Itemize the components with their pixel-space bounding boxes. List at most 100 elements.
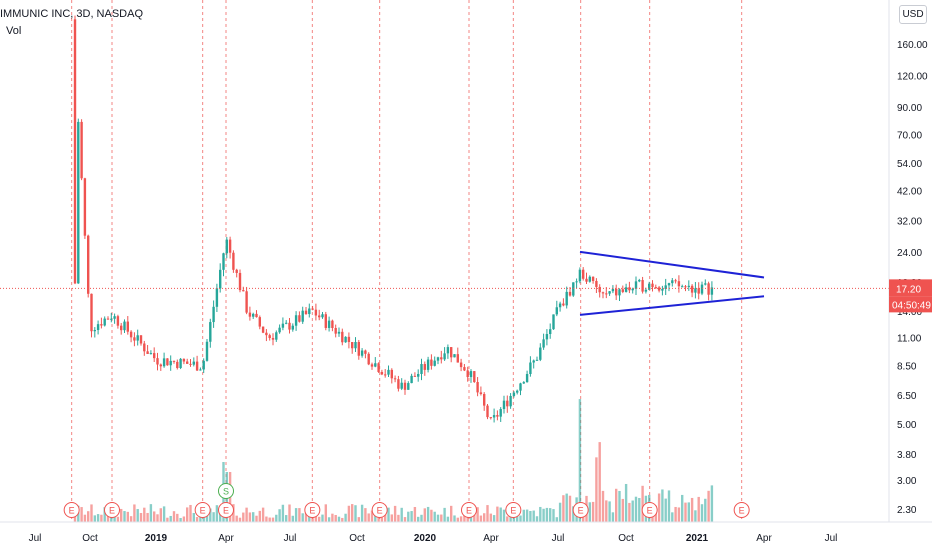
candle-body	[288, 322, 291, 330]
volume-bar	[486, 505, 489, 522]
volume-bar	[410, 511, 413, 522]
event-markers[interactable]: E E E ESE E E E E E E	[63, 483, 750, 518]
candle-body	[238, 272, 242, 291]
candle-body	[450, 347, 453, 358]
event-marker-label: E	[578, 506, 584, 516]
candle-body	[433, 360, 436, 366]
volume-bar	[407, 511, 410, 522]
time-tick-label: 2019	[145, 533, 168, 544]
candle-body	[535, 359, 539, 361]
candle-body	[644, 289, 648, 292]
candle-body	[176, 361, 179, 368]
volume-bar	[479, 515, 483, 522]
candle-body	[275, 332, 278, 340]
symbol-title[interactable]: IMMUNIC INC, 3D, NASDAQ	[0, 8, 144, 20]
volume-bar	[519, 515, 522, 522]
candle-body	[529, 362, 532, 375]
volume-bar	[667, 490, 671, 522]
volume-bar	[615, 488, 618, 522]
volume-bar	[354, 505, 357, 522]
volume-bar	[258, 510, 261, 522]
volume-bar	[344, 513, 347, 522]
candle-body	[327, 320, 331, 328]
volume-bar	[572, 506, 575, 522]
candle-body	[222, 253, 225, 270]
volume-bars	[73, 399, 714, 522]
volume-bar	[496, 506, 499, 522]
volume-bar	[248, 512, 252, 522]
volume-bar	[182, 516, 186, 522]
candle-body	[681, 286, 684, 288]
volume-bar	[176, 513, 179, 522]
candle-body	[255, 313, 258, 318]
volume-bar	[294, 508, 298, 522]
candle-body	[443, 353, 446, 360]
candle-body	[690, 285, 694, 293]
triangle-trendlines[interactable]	[579, 250, 765, 316]
candle-body	[304, 310, 308, 315]
volume-bar	[489, 513, 492, 522]
volume-bar	[608, 501, 611, 522]
candle-body	[331, 320, 334, 329]
price-axis[interactable]: 160.00 120.00 90.00 70.00 54.00 42.00 32.00 24.…	[888, 0, 928, 522]
candle-body	[588, 276, 591, 282]
volume-bar	[433, 511, 436, 522]
candle-body	[417, 373, 420, 377]
price-tick-label: 54.00	[897, 159, 922, 170]
volume-bar	[288, 504, 291, 522]
candle-body	[377, 363, 380, 372]
volume-bar	[400, 507, 403, 522]
volume-bar	[677, 507, 681, 522]
candle-body	[661, 288, 664, 291]
volume-bar	[351, 504, 354, 522]
candle-body	[638, 280, 641, 282]
volume-bar	[512, 515, 516, 522]
candle-body	[120, 325, 123, 331]
earnings-marker	[194, 502, 211, 518]
volume-bar	[707, 490, 710, 522]
candle-body	[189, 363, 192, 365]
event-marker-label: E	[200, 506, 206, 516]
candle-body	[605, 293, 608, 295]
volume-indicator-label[interactable]: Vol	[6, 25, 22, 37]
event-marker-label: S	[223, 487, 229, 497]
last-price-badge	[889, 279, 932, 297]
event-marker-label: E	[466, 506, 472, 516]
candle-body	[354, 342, 357, 349]
candle-body	[156, 358, 159, 365]
volume-bar	[159, 508, 162, 522]
candle-body	[648, 283, 651, 290]
volume-bar	[324, 504, 327, 522]
volume-bar	[687, 502, 690, 522]
candle-body	[506, 400, 509, 407]
candle-body	[268, 335, 271, 339]
price-tick-label: 160.00	[897, 40, 928, 51]
volume-bar	[423, 508, 426, 522]
volume-bar	[483, 513, 486, 522]
price-tick-label: 24.00	[897, 248, 922, 259]
candle-body	[459, 362, 463, 368]
candle-body	[621, 289, 624, 292]
candle-body	[242, 290, 245, 292]
volume-bar	[700, 504, 704, 522]
volume-bar	[601, 490, 605, 522]
volume-bar	[704, 498, 707, 522]
time-tick-label: Apr	[756, 533, 772, 544]
time-axis[interactable]: Jul Oct 2019 Apr Jul Oct 2020 Apr Jul Oct 2021 Apr J…	[0, 521, 932, 544]
volume-bar	[618, 490, 621, 522]
candle-body	[258, 317, 261, 327]
volume-bar	[285, 515, 288, 522]
candle-body	[667, 283, 671, 286]
volume-bar	[90, 504, 93, 522]
volume-bar	[568, 495, 572, 522]
countdown-badge	[889, 296, 932, 313]
candle-body	[585, 278, 588, 282]
candle-body	[423, 364, 426, 370]
time-tick-label: Oct	[618, 533, 634, 544]
currency-button[interactable]: USD	[899, 5, 927, 24]
candle-body	[321, 314, 324, 318]
time-tick-label: Jul	[552, 533, 565, 544]
candle-body	[664, 285, 667, 289]
candle-body	[129, 331, 133, 338]
